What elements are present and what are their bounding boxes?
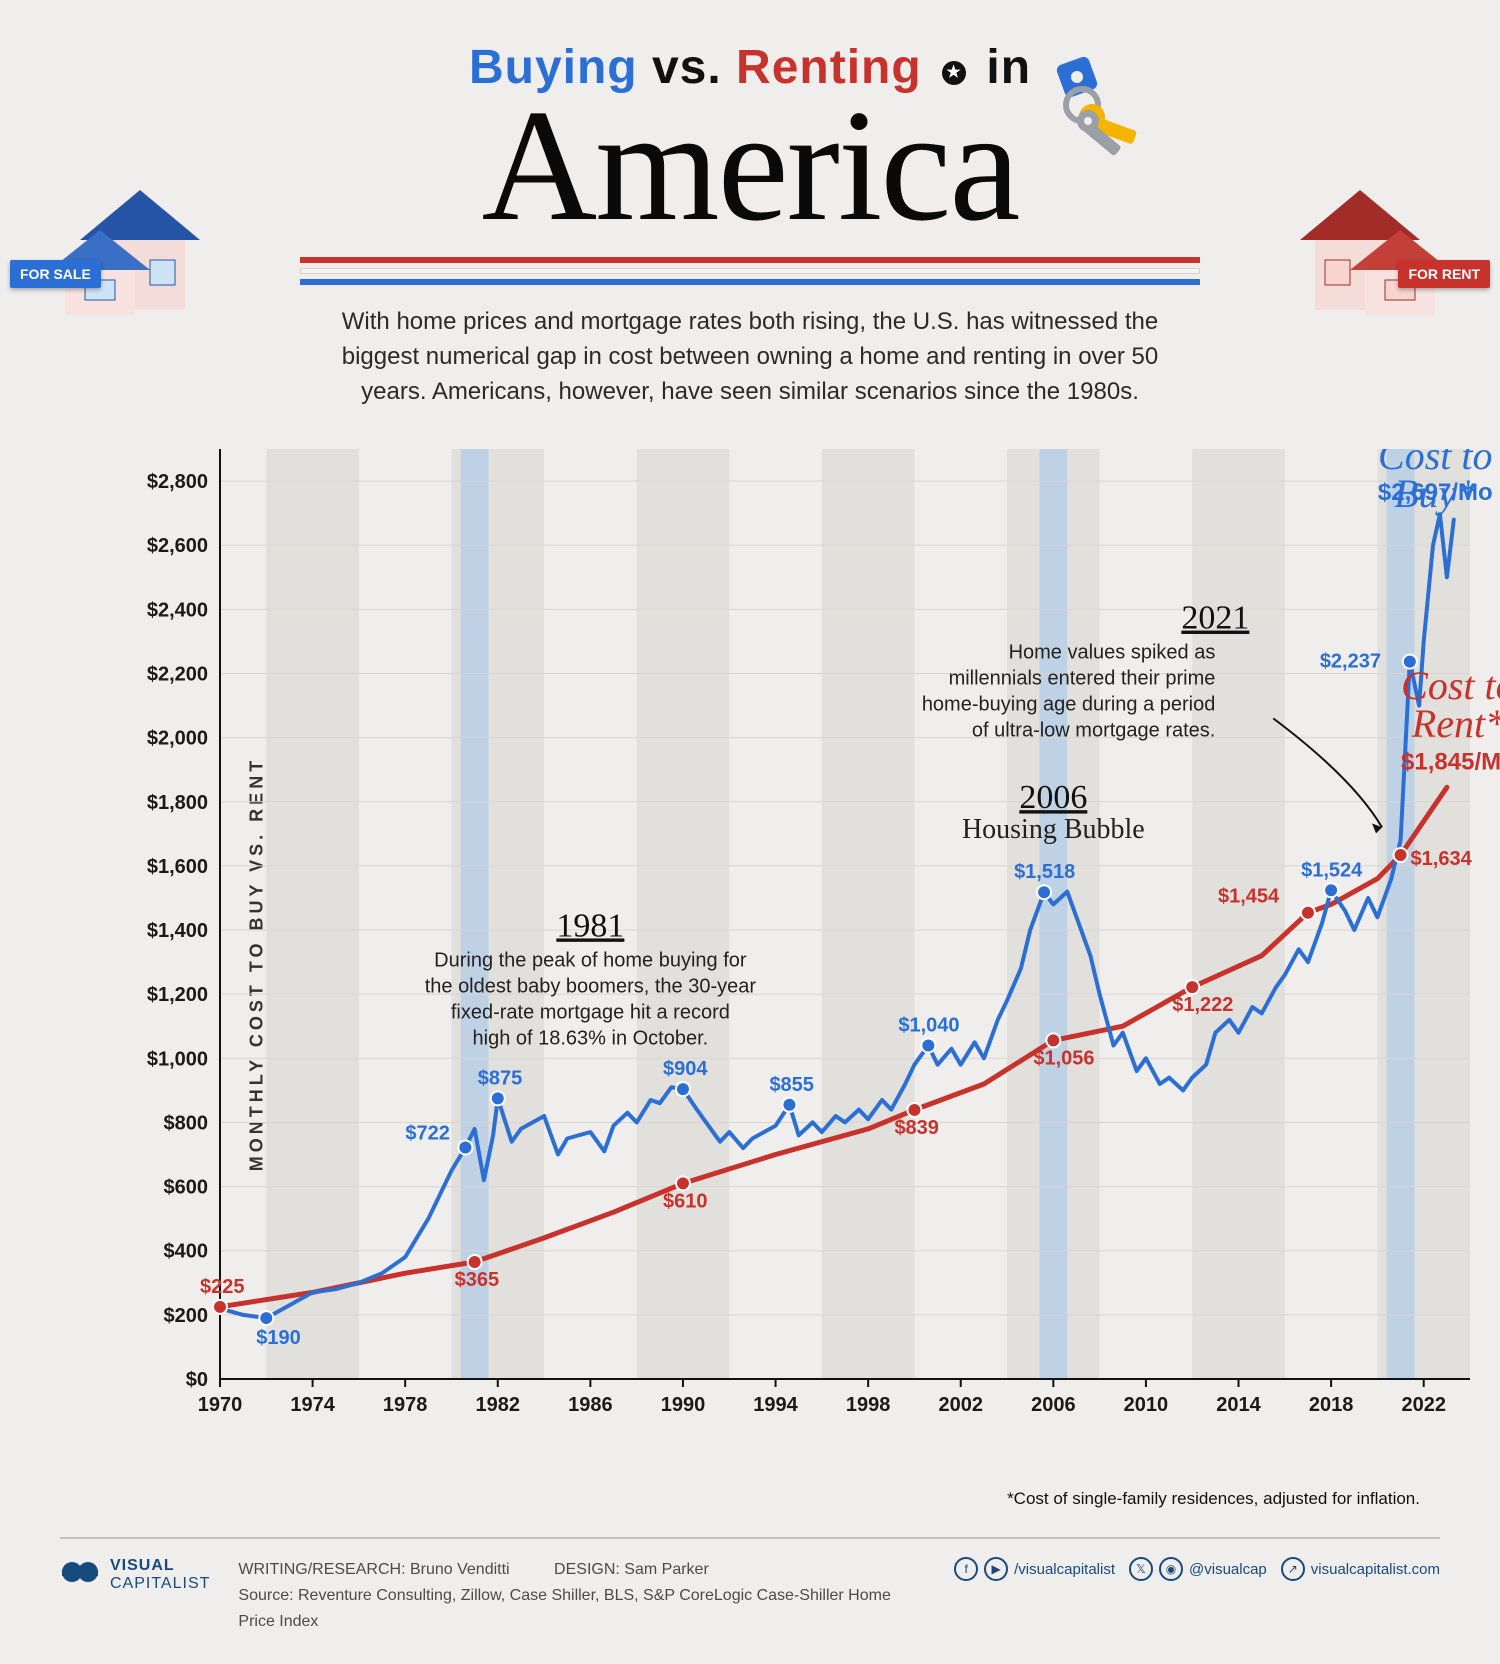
svg-text:$2,000: $2,000 — [147, 728, 208, 750]
svg-text:2014: 2014 — [1216, 1394, 1261, 1416]
svg-text:Cost toRent*: Cost toRent* — [1401, 664, 1500, 747]
svg-text:1986: 1986 — [568, 1394, 613, 1416]
svg-text:fixed-rate mortgage hit a reco: fixed-rate mortgage hit a record — [451, 1002, 730, 1024]
footer: VISUAL CAPITALIST WRITING/RESEARCH: Brun… — [60, 1537, 1440, 1634]
svg-text:$1,222: $1,222 — [1172, 995, 1233, 1017]
svg-text:$2,237: $2,237 — [1320, 651, 1381, 673]
svg-text:$2,600: $2,600 — [147, 536, 208, 558]
svg-text:$800: $800 — [164, 1113, 209, 1135]
svg-text:1974: 1974 — [290, 1394, 335, 1416]
main-chart: $0 $200 $400 $600 $800 $1,000 $1,200 $1,400 $1,6… — [130, 449, 1500, 1449]
social-handle-2: @visualcap — [1189, 1561, 1267, 1578]
brand-name-1: VISUAL — [110, 1557, 210, 1575]
svg-text:$855: $855 — [769, 1074, 814, 1096]
svg-text:$1,634: $1,634 — [1411, 848, 1473, 870]
social-handle-3: visualcapitalist.com — [1311, 1561, 1440, 1578]
svg-text:of ultra-low mortgage rates.: of ultra-low mortgage rates. — [972, 720, 1215, 742]
svg-text:$839: $839 — [894, 1117, 939, 1139]
svg-text:1994: 1994 — [753, 1394, 798, 1416]
svg-text:2018: 2018 — [1309, 1394, 1354, 1416]
svg-text:1990: 1990 — [661, 1394, 706, 1416]
svg-text:$904: $904 — [663, 1058, 708, 1080]
facebook-icon: f — [954, 1557, 978, 1581]
svg-text:2010: 2010 — [1124, 1394, 1169, 1416]
svg-text:$2,800: $2,800 — [147, 471, 208, 493]
instagram-icon: ◉ — [1159, 1557, 1183, 1581]
svg-text:$1,200: $1,200 — [147, 985, 208, 1007]
svg-text:1978: 1978 — [383, 1394, 428, 1416]
title-america: America — [60, 85, 1440, 245]
social-links: f▶ /visualcapitalist 𝕏◉ @visualcap ↗ visual… — [954, 1557, 1440, 1581]
svg-text:2006: 2006 — [1019, 780, 1087, 817]
svg-text:$365: $365 — [455, 1269, 500, 1291]
svg-text:2022: 2022 — [1401, 1394, 1446, 1416]
brand-name-2: CAPITALIST — [110, 1575, 210, 1593]
svg-text:high of 18.63% in October.: high of 18.63% in October. — [473, 1028, 709, 1050]
svg-text:the oldest baby boomers, the 3: the oldest baby boomers, the 30-year — [425, 976, 757, 998]
svg-text:$1,040: $1,040 — [898, 1015, 959, 1037]
svg-text:$400: $400 — [164, 1241, 209, 1263]
design-value: Sam Parker — [624, 1561, 708, 1578]
youtube-icon: ▶ — [984, 1557, 1008, 1581]
svg-text:During the peak of home buying: During the peak of home buying for — [434, 950, 747, 972]
svg-text:$610: $610 — [663, 1191, 708, 1213]
svg-text:home-buying age during a perio: home-buying age during a period — [922, 694, 1216, 716]
svg-text:1970: 1970 — [198, 1394, 243, 1416]
svg-text:$1,454: $1,454 — [1218, 886, 1280, 908]
svg-text:$1,518: $1,518 — [1014, 862, 1075, 884]
design-label: DESIGN: — [554, 1561, 620, 1578]
svg-text:$1,400: $1,400 — [147, 920, 208, 942]
twitter-icon: 𝕏 — [1129, 1557, 1153, 1581]
writing-value: Bruno Venditti — [410, 1561, 510, 1578]
svg-text:2021: 2021 — [1181, 600, 1249, 637]
svg-text:2006: 2006 — [1031, 1394, 1076, 1416]
source-label: Source: — [238, 1587, 293, 1604]
svg-text:$200: $200 — [164, 1305, 209, 1327]
intro-paragraph: With home prices and mortgage rates both… — [310, 305, 1190, 409]
svg-text:millennials entered their prim: millennials entered their prime — [949, 668, 1216, 690]
svg-text:$2,400: $2,400 — [147, 600, 208, 622]
svg-text:Home values spiked as: Home values spiked as — [1009, 642, 1216, 664]
svg-text:$722: $722 — [405, 1123, 450, 1145]
svg-text:1982: 1982 — [476, 1394, 521, 1416]
chart-footnote: *Cost of single-family residences, adjus… — [60, 1489, 1440, 1509]
writing-label: WRITING/RESEARCH: — [238, 1561, 405, 1578]
svg-text:$1,000: $1,000 — [147, 1049, 208, 1071]
svg-text:2002: 2002 — [938, 1394, 983, 1416]
svg-text:$190: $190 — [256, 1327, 301, 1349]
svg-text:$875: $875 — [478, 1068, 523, 1090]
svg-text:$600: $600 — [164, 1177, 209, 1199]
svg-text:$2,200: $2,200 — [147, 664, 208, 686]
svg-text:$1,600: $1,600 — [147, 856, 208, 878]
svg-text:$225: $225 — [200, 1276, 245, 1298]
svg-text:$1,056: $1,056 — [1033, 1048, 1094, 1070]
social-handle-1: /visualcapitalist — [1014, 1561, 1115, 1578]
svg-text:1998: 1998 — [846, 1394, 891, 1416]
svg-text:$0: $0 — [186, 1369, 208, 1391]
svg-text:$1,845/Mo: $1,845/Mo — [1401, 749, 1500, 776]
svg-text:$2,697/Mo: $2,697/Mo — [1378, 479, 1493, 506]
svg-text:$1,524: $1,524 — [1301, 860, 1363, 882]
source-value: Reventure Consulting, Zillow, Case Shill… — [238, 1587, 890, 1630]
svg-text:1981: 1981 — [556, 908, 624, 945]
brand-logo: VISUAL CAPITALIST — [60, 1557, 210, 1593]
web-icon: ↗ — [1281, 1557, 1305, 1581]
svg-text:$1,800: $1,800 — [147, 792, 208, 814]
flag-stripes — [300, 257, 1200, 285]
svg-text:Housing Bubble: Housing Bubble — [962, 815, 1145, 846]
